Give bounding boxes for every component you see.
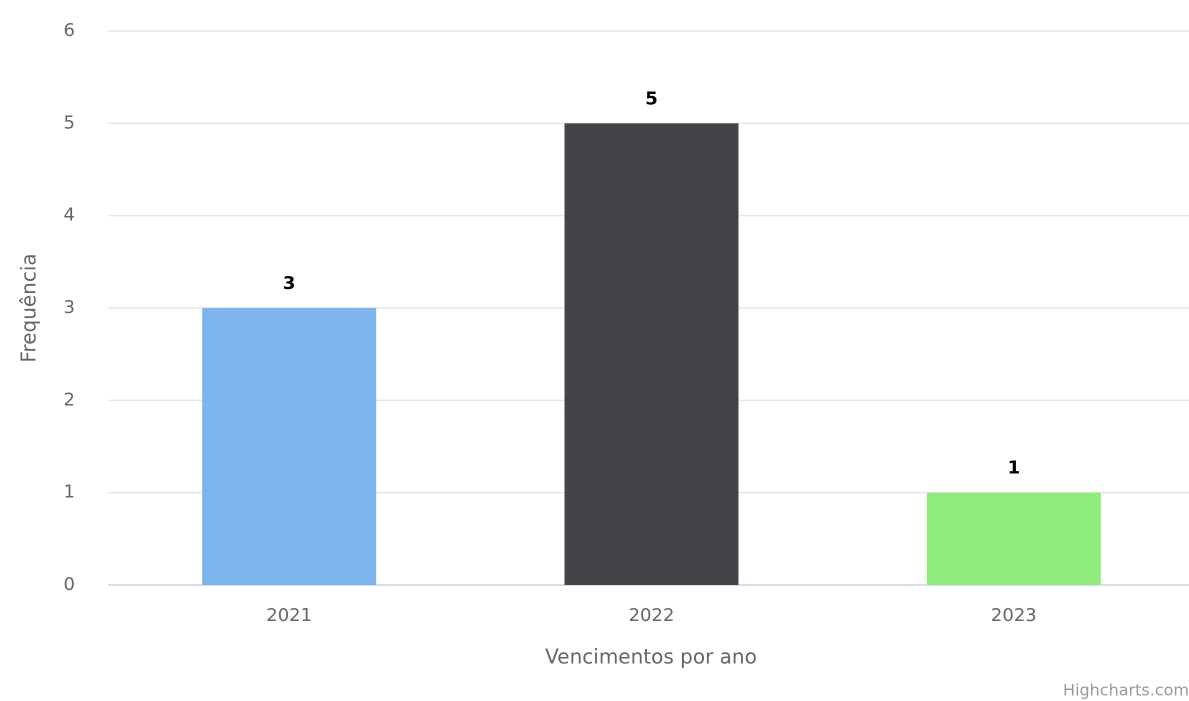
y-tick-label: 5 [64,112,75,133]
y-tick-label: 1 [64,482,75,503]
x-tick-label: 2022 [629,605,675,626]
data-label: 5 [645,88,658,109]
y-tick-label: 0 [64,574,75,595]
data-label: 1 [1008,458,1021,479]
data-label: 3 [283,273,296,294]
y-tick-label: 2 [64,389,75,410]
x-tick-label: 2021 [266,605,312,626]
bar [564,123,739,585]
x-tick-label: 2023 [991,605,1037,626]
y-axis-title: Frequência [17,253,41,362]
credits: Highcharts.com [1063,681,1189,700]
bar [202,308,377,585]
y-tick-label: 6 [64,20,75,41]
bar [926,492,1101,585]
y-tick-label: 4 [64,205,75,226]
x-axis-title: Vencimentos por ano [545,645,757,669]
y-tick-label: 3 [64,297,75,318]
